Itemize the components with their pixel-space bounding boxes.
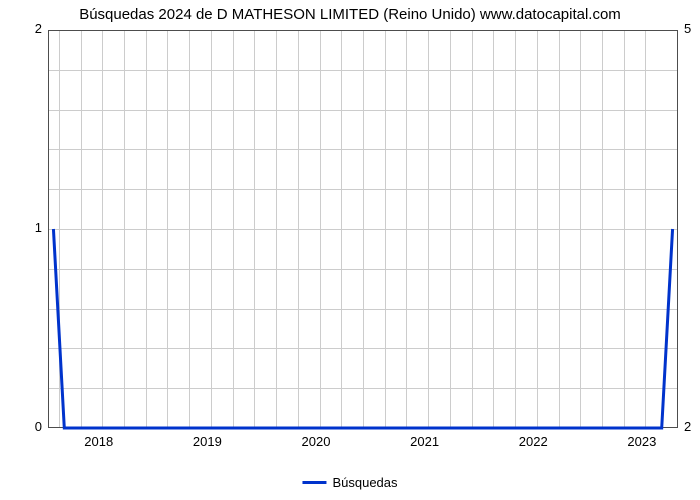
series-line bbox=[0, 0, 700, 500]
chart-container: Búsquedas 2024 de D MATHESON LIMITED (Re… bbox=[0, 0, 700, 500]
